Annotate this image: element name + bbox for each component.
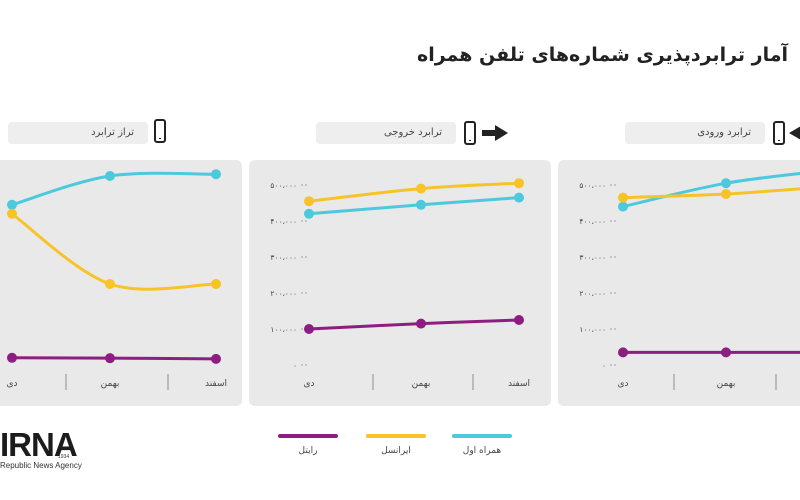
data-point <box>105 353 115 364</box>
data-point <box>618 347 628 358</box>
legend-label-rightel: رایتل <box>298 446 318 456</box>
data-point <box>721 178 731 189</box>
legend-swatch-mci <box>452 434 512 438</box>
data-point <box>211 353 221 364</box>
page-title: آمار ترابردپذیری شماره‌های تلفن همراه <box>416 44 788 66</box>
data-point <box>304 324 314 334</box>
tab-incoming: ترابرد ورودی <box>625 122 765 144</box>
tab-incoming-label: ترابرد ورودی <box>697 127 751 138</box>
y-tick-label: ۰ <box>293 361 297 370</box>
tab-outgoing-label: ترابرد خروجی <box>383 127 442 138</box>
x-tick-label: اسفند <box>205 379 227 389</box>
tab-outgoing: ترابرد خروجی <box>316 122 456 144</box>
phone-icon <box>154 119 166 143</box>
legend-swatch-irancell <box>366 434 426 438</box>
series-line <box>622 187 800 200</box>
tab-balance: تراز ترابرد <box>8 122 148 144</box>
y-tick-label: ۱۰۰،۰۰۰ <box>579 325 606 334</box>
data-point <box>618 201 628 212</box>
series-line <box>308 196 520 216</box>
data-point <box>721 189 731 199</box>
logo-year: 1934 <box>58 454 70 460</box>
data-point <box>721 347 731 358</box>
y-tick-label: ۳۰۰،۰۰۰ <box>270 253 297 262</box>
x-tick-label: بهمن <box>412 379 431 389</box>
x-tick-label: دی <box>617 379 628 389</box>
data-point <box>416 199 426 210</box>
series-line <box>622 171 800 209</box>
x-tick-label: بهمن <box>717 379 736 389</box>
arrow-out-icon <box>482 125 508 141</box>
y-tick-label: ۰ <box>602 361 606 370</box>
logo-text: IRNA <box>0 426 78 463</box>
chart-balance: دی بهمن اسفند <box>6 169 227 390</box>
chart-panel-incoming: ۵۰۰،۰۰۰ ۴۰۰،۰۰۰ ۳۰۰،۰۰۰ ۲۰۰،۰۰۰ ۱۰۰،۰۰۰ ۰ دی به… <box>558 160 800 406</box>
data-point <box>514 178 524 189</box>
arrow-in-icon <box>789 126 800 140</box>
phone-in-icon <box>773 121 785 145</box>
tab-balance-label: تراز ترابرد <box>91 127 134 138</box>
phone-out-icon <box>464 121 476 145</box>
data-point <box>618 192 628 203</box>
chart-panel-balance: دی بهمن اسفند <box>0 160 242 406</box>
y-tick-label: ۵۰۰،۰۰۰ <box>579 181 606 190</box>
x-tick-label: بهمن <box>101 379 120 389</box>
x-tick-label: دی <box>303 379 314 389</box>
data-point <box>105 279 115 289</box>
data-point <box>514 192 524 203</box>
series-line <box>308 318 520 331</box>
chart-panel-outgoing: ۵۰۰،۰۰۰ ۴۰۰،۰۰۰ ۳۰۰،۰۰۰ ۲۰۰،۰۰۰ ۱۰۰،۰۰۰ ۰ دی به… <box>249 160 551 406</box>
legend-swatch-rightel <box>278 434 338 438</box>
y-tick-label: ۴۰۰،۰۰۰ <box>579 217 606 226</box>
data-point <box>7 199 17 210</box>
y-tick-label: ۲۰۰،۰۰۰ <box>270 289 297 298</box>
data-point <box>105 171 115 181</box>
legend-label-mci: همراه اول <box>462 446 502 456</box>
data-point <box>7 208 17 219</box>
y-tick-label: ۱۰۰،۰۰۰ <box>270 325 297 334</box>
y-tick-label: ۳۰۰،۰۰۰ <box>579 253 606 262</box>
x-tick-label: اسفند <box>508 379 530 389</box>
y-tick-label: ۴۰۰،۰۰۰ <box>270 217 297 226</box>
x-tick-label: دی <box>6 379 17 389</box>
chart-outgoing: ۵۰۰،۰۰۰ ۴۰۰،۰۰۰ ۳۰۰،۰۰۰ ۲۰۰،۰۰۰ ۱۰۰،۰۰۰ ۰ دی به… <box>270 178 530 390</box>
data-point <box>7 352 17 363</box>
y-tick-label: ۵۰۰،۰۰۰ <box>270 181 297 190</box>
data-point <box>514 315 524 325</box>
data-point <box>304 208 314 219</box>
data-point <box>304 196 314 207</box>
data-point <box>416 318 426 329</box>
legend-label-irancell: ایرانسل <box>381 446 411 456</box>
irna-logo: IRNA 1934 Republic News Agency <box>0 426 82 470</box>
y-tick-label: ۲۰۰،۰۰۰ <box>579 289 606 298</box>
series-line <box>11 212 217 291</box>
logo-subtitle: Republic News Agency <box>0 461 82 470</box>
data-point <box>416 183 426 194</box>
chart-incoming: ۵۰۰،۰۰۰ ۴۰۰،۰۰۰ ۳۰۰،۰۰۰ ۲۰۰،۰۰۰ ۱۰۰،۰۰۰ ۰ دی به… <box>579 171 800 390</box>
data-point <box>211 279 221 289</box>
data-point <box>211 169 221 180</box>
